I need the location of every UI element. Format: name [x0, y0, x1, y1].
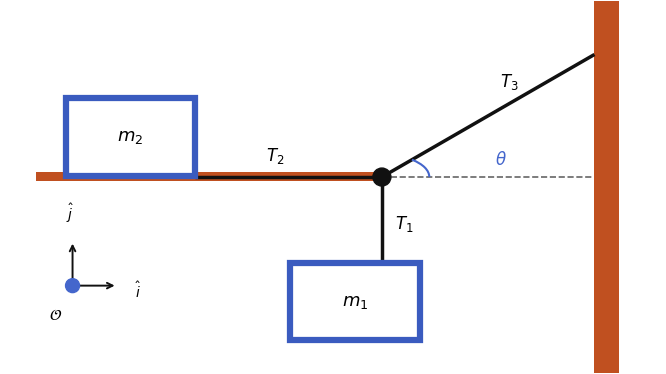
- Text: $\hat{i}$: $\hat{i}$: [135, 280, 142, 301]
- Circle shape: [373, 168, 391, 186]
- Bar: [65, 98, 195, 176]
- Text: $T_3$: $T_3$: [500, 72, 519, 92]
- Text: $T_2$: $T_2$: [266, 146, 284, 166]
- Bar: [595, 1, 619, 373]
- Circle shape: [65, 279, 79, 292]
- Text: $T_1$: $T_1$: [395, 214, 414, 234]
- Text: $\hat{j}$: $\hat{j}$: [66, 202, 73, 225]
- Text: $m_2$: $m_2$: [117, 128, 144, 146]
- Text: $\mathcal{O}$: $\mathcal{O}$: [49, 307, 62, 322]
- Bar: [35, 172, 385, 181]
- Bar: [290, 263, 420, 340]
- Text: $\theta$: $\theta$: [495, 151, 507, 169]
- Text: $m_1$: $m_1$: [342, 292, 368, 310]
